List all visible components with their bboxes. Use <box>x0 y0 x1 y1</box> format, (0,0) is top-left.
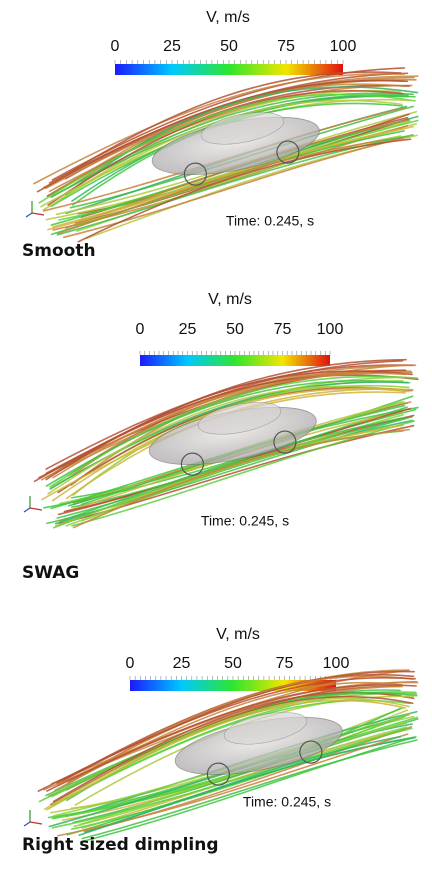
figure: V, m/s0255075100Time: 0.245, sSmoothV, m… <box>0 0 432 888</box>
panel: V, m/s 0 25 50 75 100 Time: 0.245, s Smooth <box>22 9 418 261</box>
legend-tick-label: 50 <box>220 38 238 55</box>
axis-y <box>24 508 30 512</box>
axes-icon <box>24 810 42 826</box>
time-label: Time: 0.245, s <box>226 213 314 229</box>
caption: Smooth <box>22 241 96 261</box>
panel: V, m/s 0 25 50 75 100 Time: 0.245, s Right size… <box>22 626 418 855</box>
legend-tick-label: 50 <box>224 655 242 672</box>
axes-icon <box>24 496 42 512</box>
legend-tick-label: 25 <box>173 655 191 672</box>
axis-y <box>26 213 32 217</box>
legend-tick-label: 0 <box>136 321 145 338</box>
legend-tick-label: 25 <box>163 38 181 55</box>
legend-tick-label: 100 <box>323 655 350 672</box>
time-label: Time: 0.245, s <box>201 513 289 529</box>
axis-y <box>24 822 30 826</box>
panel: V, m/s 0 25 50 75 100 Time: 0.245, s SWAG <box>22 291 418 583</box>
legend-tick-label: 100 <box>330 38 357 55</box>
legend-tick-label: 25 <box>179 321 197 338</box>
colorbar <box>140 355 330 366</box>
legend-tick-label: 75 <box>274 321 292 338</box>
legend-title: V, m/s <box>206 9 250 26</box>
axes-icon <box>26 201 44 217</box>
legend-title: V, m/s <box>208 291 252 308</box>
axis-x <box>30 508 42 510</box>
caption: SWAG <box>22 563 79 583</box>
legend-tick-label: 0 <box>126 655 135 672</box>
legend-tick-label: 75 <box>276 655 294 672</box>
axis-x <box>32 213 44 215</box>
legend-tick-label: 50 <box>226 321 244 338</box>
colorbar <box>115 64 343 75</box>
legend-tick-label: 0 <box>111 38 120 55</box>
legend-title: V, m/s <box>216 626 260 643</box>
axis-x <box>30 822 42 824</box>
legend-tick-label: 100 <box>317 321 344 338</box>
legend-tick-label: 75 <box>277 38 295 55</box>
caption: Right sized dimpling <box>22 835 219 855</box>
time-label: Time: 0.245, s <box>243 794 331 810</box>
